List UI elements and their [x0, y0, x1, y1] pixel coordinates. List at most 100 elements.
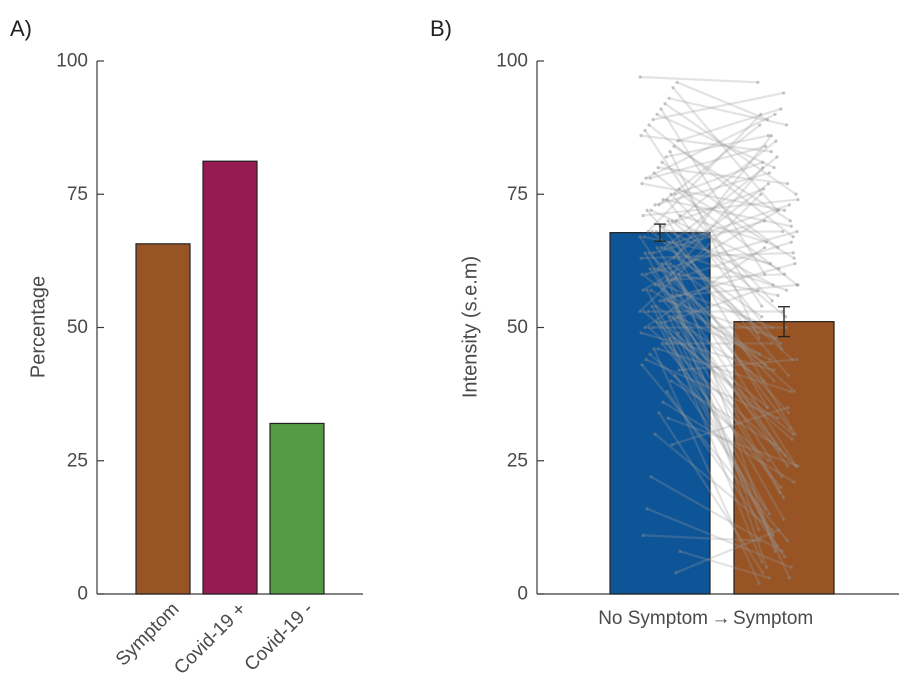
paired-point-no-symptom	[666, 219, 670, 223]
paired-line	[656, 113, 775, 169]
paired-point-no-symptom	[642, 309, 646, 314]
paired-line	[641, 273, 767, 366]
paired-point-no-symptom	[645, 288, 649, 292]
paired-point-no-symptom	[660, 341, 664, 346]
paired-point-no-symptom	[675, 240, 679, 244]
paired-line	[668, 337, 763, 563]
paired-point-symptom	[775, 155, 779, 159]
paired-line	[676, 81, 768, 121]
paired-point-symptom	[796, 197, 800, 202]
paired-point-symptom	[795, 229, 799, 234]
paired-line	[649, 145, 766, 180]
paired-point-symptom	[785, 181, 790, 186]
panel-a-y-tick-label: 75	[67, 184, 88, 205]
paired-line	[664, 289, 759, 324]
paired-line	[675, 140, 777, 222]
paired-line	[650, 209, 780, 270]
paired-point-symptom	[795, 357, 799, 362]
paired-point-symptom	[756, 80, 760, 84]
paired-point-no-symptom	[646, 309, 650, 314]
paired-point-symptom	[772, 166, 776, 170]
paired-point-no-symptom	[641, 288, 645, 292]
panel-b-label: B)	[430, 16, 452, 41]
paired-line	[678, 358, 798, 372]
panel-a-y-tick-label: 0	[77, 584, 88, 605]
bar-covid-19	[269, 422, 325, 595]
paired-line	[678, 187, 795, 260]
paired-point-symptom	[790, 357, 794, 362]
paired-line	[653, 267, 779, 297]
paired-point-symptom	[776, 416, 780, 420]
paired-line	[654, 171, 770, 206]
paired-line	[658, 284, 783, 478]
paired-point-no-symptom	[668, 261, 672, 266]
error-bar-symptom	[778, 306, 790, 338]
bar-covid-19	[202, 160, 258, 595]
paired-point-symptom	[757, 336, 761, 340]
paired-line	[672, 316, 781, 494]
paired-point-symptom	[764, 363, 768, 367]
x-tick-label-no-symptom: No Symptom	[598, 608, 708, 629]
paired-point-symptom	[768, 357, 772, 362]
paired-line	[674, 161, 764, 196]
paired-point-symptom	[773, 112, 777, 116]
paired-point-symptom	[763, 219, 767, 223]
panel-a-y-tick-label: 25	[67, 450, 88, 471]
paired-point-no-symptom	[673, 373, 677, 378]
paired-point-symptom	[795, 283, 799, 287]
paired-point-no-symptom	[656, 347, 660, 351]
panel-b-x-tick-labels: No Symptom → Symptom	[598, 608, 813, 629]
paired-point-symptom	[777, 528, 781, 532]
paired-line	[679, 294, 790, 414]
paired-line	[670, 295, 768, 568]
paired-line	[648, 252, 775, 382]
panel-b-axes: 0 25 50 75 100	[496, 51, 899, 605]
paired-point-no-symptom	[642, 235, 646, 239]
paired-point-no-symptom	[664, 341, 668, 346]
paired-point-symptom	[773, 549, 777, 553]
paired-point-no-symptom	[644, 176, 648, 180]
paired-line	[659, 262, 796, 302]
paired-point-symptom	[765, 405, 770, 410]
paired-point-no-symptom	[660, 261, 664, 266]
paired-point-no-symptom	[646, 229, 650, 234]
paired-point-symptom	[784, 315, 788, 319]
paired-point-no-symptom	[658, 299, 662, 303]
paired-point-no-symptom	[676, 331, 680, 335]
paired-point-no-symptom	[638, 75, 642, 79]
paired-line	[644, 129, 763, 307]
paired-point-no-symptom	[654, 304, 658, 308]
paired-point-symptom	[789, 240, 793, 244]
paired-point-symptom	[788, 219, 792, 223]
paired-point-no-symptom	[649, 288, 653, 292]
panel-b-y-tick-label: 100	[496, 51, 528, 72]
paired-point-symptom	[779, 341, 783, 346]
panel-b: B) Intensity (s.e.m) 0 25 50 75 100 No Sympt…	[430, 16, 899, 629]
paired-point-symptom	[776, 293, 780, 298]
paired-line	[669, 262, 782, 345]
paired-point-symptom	[782, 496, 786, 500]
paired-point-symptom	[790, 437, 794, 442]
paired-point-no-symptom	[661, 283, 665, 287]
paired-point-symptom	[763, 245, 767, 250]
paired-point-symptom	[766, 134, 771, 138]
paired-point-no-symptom	[648, 176, 652, 180]
paired-point-no-symptom	[666, 299, 670, 303]
paired-line	[679, 214, 767, 244]
paired-point-no-symptom	[645, 507, 649, 511]
paired-point-symptom	[756, 288, 760, 292]
paired-line	[679, 550, 770, 580]
panel-a-y-tick-label: 50	[67, 317, 88, 338]
paired-point-no-symptom	[676, 256, 680, 260]
paired-point-symptom	[786, 411, 791, 415]
paired-point-symptom	[760, 315, 764, 319]
paired-line	[648, 326, 797, 467]
paired-line	[674, 374, 767, 510]
paired-point-symptom	[780, 475, 784, 479]
bar-no-symptom	[609, 232, 711, 595]
paired-line	[654, 433, 773, 531]
paired-point-symptom	[785, 464, 790, 468]
paired-point-no-symptom	[668, 336, 672, 340]
paired-line	[677, 107, 782, 143]
paired-point-no-symptom	[653, 283, 657, 287]
